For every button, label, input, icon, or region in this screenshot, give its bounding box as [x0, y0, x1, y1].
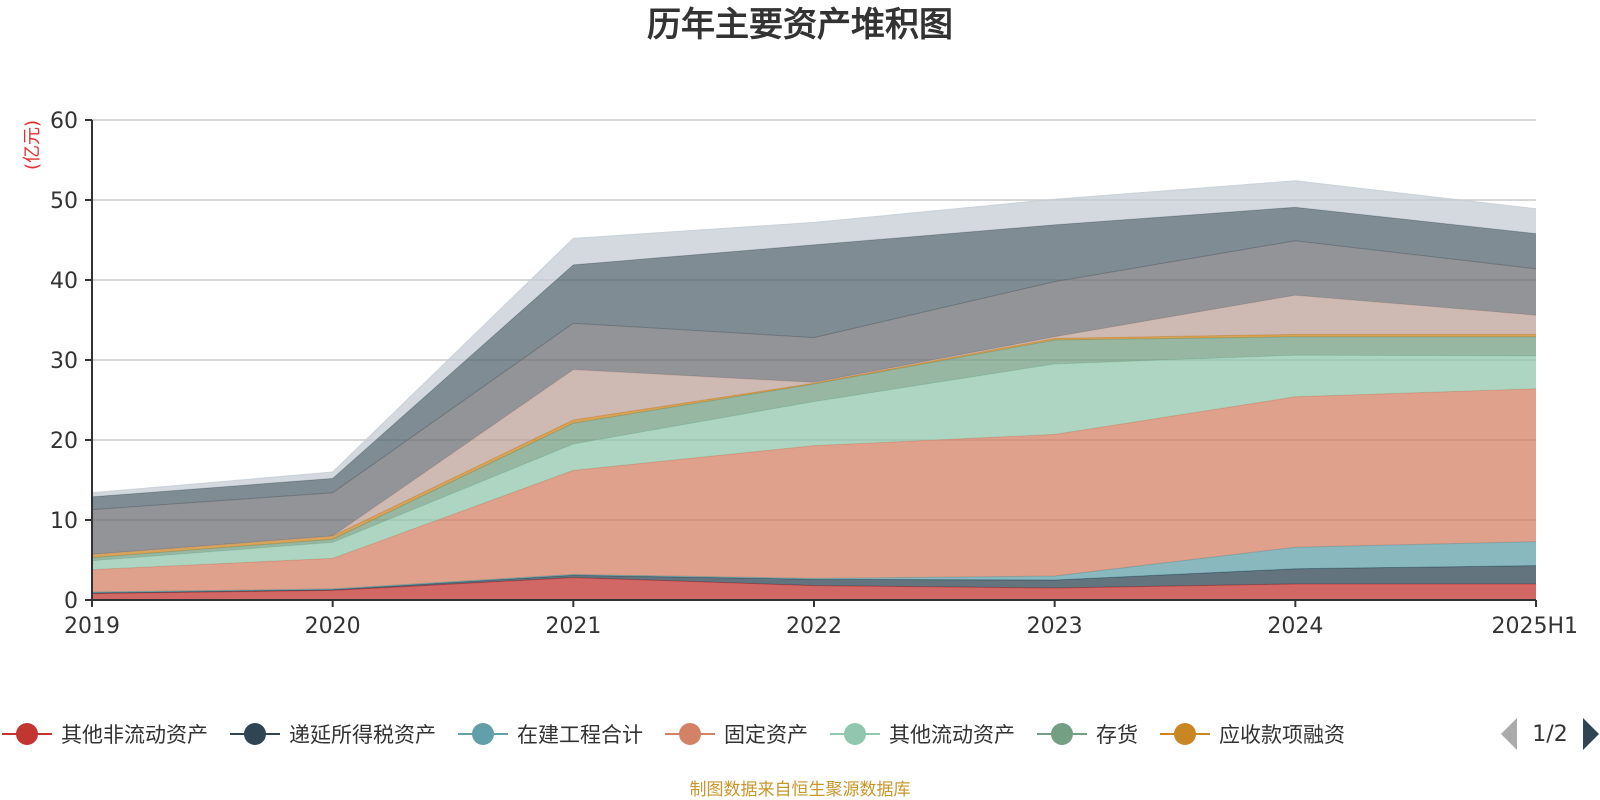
- area-series-4: [92, 355, 1536, 570]
- y-tick-label: 20: [50, 429, 78, 454]
- legend-label: 固定资产: [724, 723, 808, 747]
- legend-circle-icon: [16, 723, 38, 745]
- legend-circle-icon: [844, 723, 866, 745]
- legend-label: 应收款项融资: [1219, 723, 1345, 747]
- x-tick-label: 2023: [1027, 614, 1083, 639]
- legend-item[interactable]: 在建工程合计: [458, 723, 643, 747]
- y-axis-unit-label: (亿元): [22, 120, 43, 170]
- x-tick-label: 2020: [305, 614, 361, 639]
- y-tick-label: 10: [50, 509, 78, 534]
- legend-circle-icon: [1051, 723, 1073, 745]
- x-tick-label: 2025H1: [1491, 614, 1578, 639]
- x-tick-label: 2024: [1267, 614, 1323, 639]
- axes: [85, 119, 1537, 607]
- y-tick-label: 50: [50, 189, 78, 214]
- data-source-note: 制图数据来自恒生聚源数据库: [690, 780, 911, 800]
- y-tick-label: 0: [64, 589, 78, 614]
- legend-pager: 1/2: [1501, 718, 1599, 750]
- legend-item[interactable]: 递延所得税资产: [230, 723, 436, 747]
- x-tick-label: 2021: [545, 614, 601, 639]
- legend: 其他非流动资产 递延所得税资产 在建工程合计 固定资产 其他流动资产 存货 应收款项融资: [2, 723, 1345, 747]
- legend-label: 递延所得税资产: [289, 723, 436, 747]
- legend-item[interactable]: 存货: [1037, 723, 1138, 747]
- area-series-9: [92, 207, 1536, 510]
- legend-page-indicator: 1/2: [1532, 722, 1567, 747]
- legend-prev-page-icon[interactable]: [1501, 718, 1517, 750]
- area-series-2: [92, 541, 1536, 593]
- legend-circle-icon: [1174, 723, 1196, 745]
- legend-circle-icon: [679, 723, 701, 745]
- legend-item[interactable]: 固定资产: [665, 723, 808, 747]
- y-tick-label: 60: [50, 109, 78, 134]
- legend-circle-icon: [472, 723, 494, 745]
- stacked-areas: [91, 180, 1537, 600]
- chart-title: 历年主要资产堆积图: [647, 5, 953, 45]
- x-tick-label: 2019: [64, 614, 120, 639]
- legend-next-page-icon[interactable]: [1583, 718, 1599, 750]
- y-tick-label: 30: [50, 349, 78, 374]
- area-series-8: [92, 240, 1536, 555]
- legend-item[interactable]: 应收款项融资: [1160, 723, 1345, 747]
- legend-label: 存货: [1096, 723, 1138, 747]
- y-tick-label: 40: [50, 269, 78, 294]
- x-tick-label: 2022: [786, 614, 842, 639]
- legend-item[interactable]: 其他非流动资产: [2, 723, 208, 747]
- area-series-10: [92, 180, 1536, 497]
- area-series-edge-10: [91, 180, 1537, 494]
- legend-label: 其他流动资产: [889, 723, 1015, 747]
- legend-circle-icon: [244, 723, 266, 745]
- legend-label: 其他非流动资产: [61, 723, 208, 747]
- area-series-0: [92, 577, 1536, 600]
- x-tick-labels: 2019 2020 2021 2022 2023 2024 2025H1: [64, 614, 1578, 639]
- y-tick-labels: 0 10 20 30 40 50 60: [50, 109, 78, 614]
- area-series-7: [92, 295, 1536, 555]
- area-series-3: [92, 388, 1536, 592]
- legend-label: 在建工程合计: [517, 723, 643, 747]
- legend-item[interactable]: 其他流动资产: [830, 723, 1015, 747]
